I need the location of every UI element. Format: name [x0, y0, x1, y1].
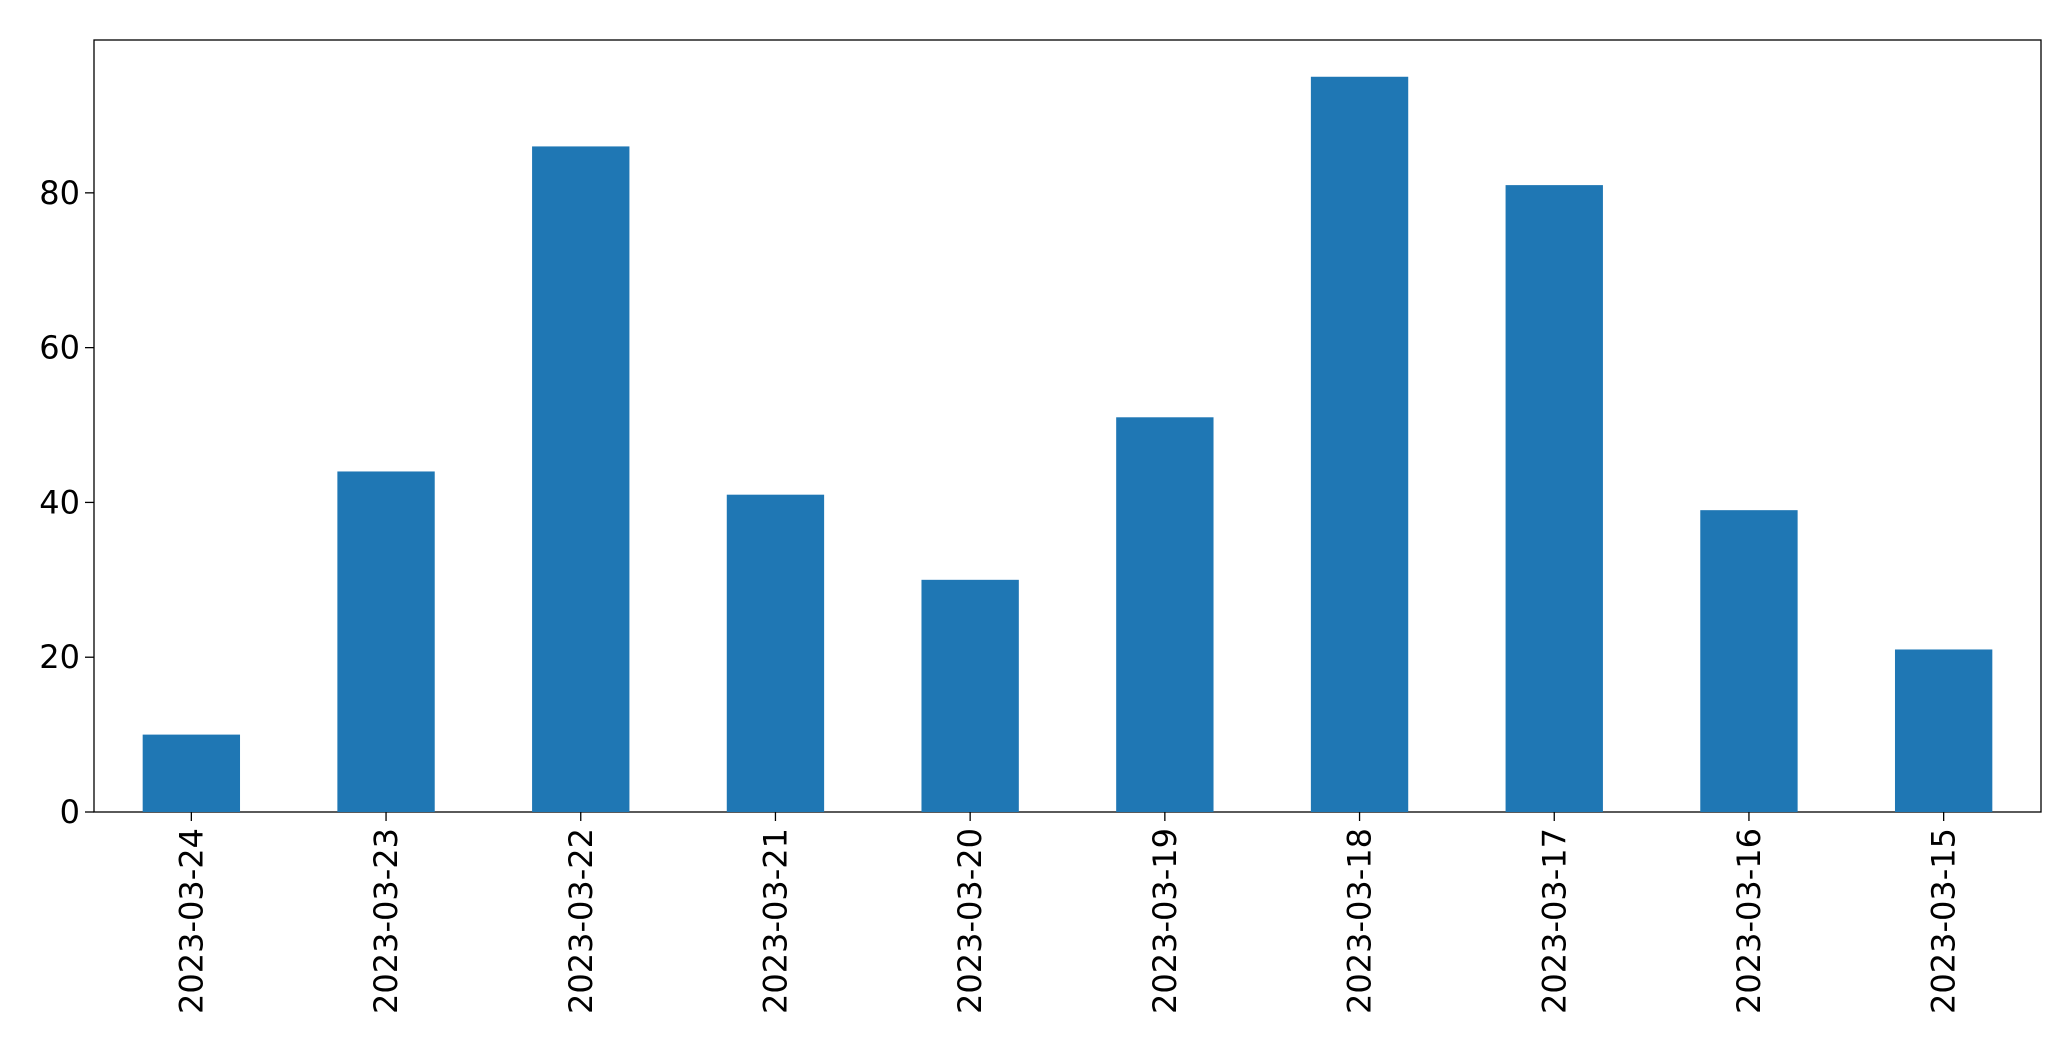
y-tick-label: 40: [39, 483, 80, 521]
bar: [1310, 76, 1409, 812]
x-tick-label: 2023-03-20: [951, 828, 989, 1014]
x-tick-label: 2023-03-15: [1925, 828, 1963, 1014]
x-tick-label: 2023-03-18: [1341, 828, 1379, 1014]
x-tick-label: 2023-03-22: [562, 828, 600, 1014]
bar: [726, 494, 825, 812]
x-tick-label: 2023-03-23: [367, 828, 405, 1014]
y-tick-label: 0: [60, 793, 80, 831]
bar: [142, 734, 241, 812]
bar: [1700, 510, 1798, 812]
bar: [337, 471, 435, 812]
y-tick-label: 60: [39, 329, 80, 367]
x-tick-label: 2023-03-21: [756, 828, 794, 1014]
x-tick-label: 2023-03-17: [1535, 828, 1573, 1014]
bar: [1505, 185, 1603, 812]
x-tick-label: 2023-03-16: [1730, 828, 1768, 1014]
bar: [1894, 649, 1993, 812]
bar: [1116, 417, 1214, 812]
bar: [921, 579, 1019, 812]
plot-frame: [93, 39, 2042, 813]
x-tick-label: 2023-03-24: [172, 828, 210, 1014]
y-tick-label: 80: [39, 174, 80, 212]
y-tick-label: 20: [39, 638, 80, 676]
bar: [532, 146, 630, 813]
x-tick-label: 2023-03-19: [1146, 828, 1184, 1014]
